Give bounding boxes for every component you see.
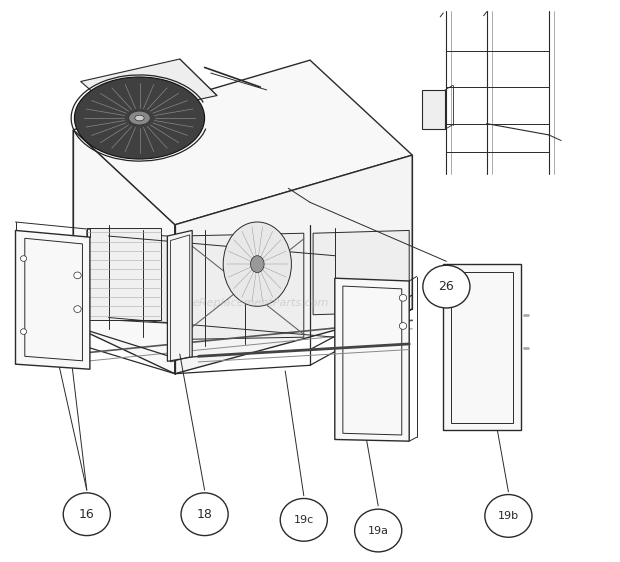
- Ellipse shape: [250, 256, 264, 273]
- Polygon shape: [175, 155, 412, 374]
- Polygon shape: [313, 230, 409, 315]
- Polygon shape: [422, 90, 445, 129]
- Circle shape: [74, 272, 81, 279]
- Polygon shape: [335, 278, 409, 441]
- Circle shape: [181, 493, 228, 536]
- Circle shape: [20, 329, 27, 334]
- Text: 18: 18: [197, 507, 213, 521]
- Polygon shape: [180, 233, 304, 339]
- Ellipse shape: [223, 222, 291, 306]
- Polygon shape: [443, 264, 521, 430]
- Circle shape: [74, 306, 81, 312]
- Circle shape: [355, 509, 402, 552]
- Polygon shape: [87, 230, 167, 323]
- Circle shape: [399, 294, 407, 301]
- Text: 19c: 19c: [294, 515, 314, 525]
- Circle shape: [399, 323, 407, 329]
- Ellipse shape: [135, 115, 144, 121]
- Circle shape: [20, 256, 27, 261]
- Circle shape: [485, 495, 532, 537]
- Text: 16: 16: [79, 507, 95, 521]
- Text: eReplacementParts.com: eReplacementParts.com: [192, 298, 329, 309]
- Polygon shape: [167, 230, 192, 361]
- Polygon shape: [81, 59, 217, 116]
- Circle shape: [423, 265, 470, 308]
- Polygon shape: [73, 130, 175, 374]
- Polygon shape: [87, 228, 161, 320]
- Polygon shape: [73, 60, 412, 225]
- Ellipse shape: [129, 111, 151, 125]
- Polygon shape: [16, 230, 90, 369]
- Text: 26: 26: [438, 280, 454, 293]
- Text: 19b: 19b: [498, 511, 519, 521]
- Text: 19a: 19a: [368, 525, 389, 536]
- Ellipse shape: [74, 77, 205, 159]
- Circle shape: [280, 498, 327, 541]
- Circle shape: [63, 493, 110, 536]
